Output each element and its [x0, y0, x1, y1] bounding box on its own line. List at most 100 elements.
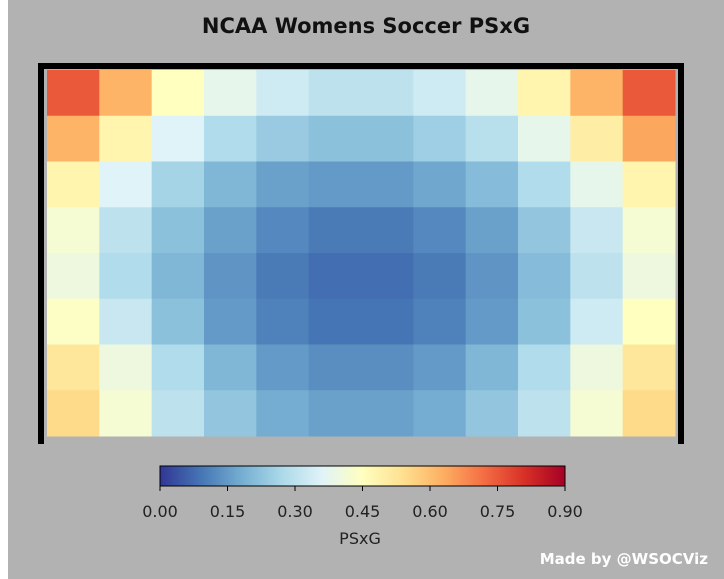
- heatmap-cell: [413, 390, 467, 437]
- heatmap-cell: [204, 207, 257, 254]
- heatmap-cell: [465, 298, 519, 345]
- heatmap-cell: [622, 207, 676, 254]
- heatmap-cell: [99, 390, 153, 437]
- heatmap-cell: [47, 390, 100, 437]
- colorbar-tick-label: 0.30: [277, 502, 313, 521]
- heatmap-cell: [256, 253, 310, 300]
- heatmap-cell: [518, 207, 571, 254]
- heatmap-cell: [47, 344, 100, 391]
- heatmap-cell: [308, 390, 362, 437]
- heatmap-cell: [47, 70, 100, 117]
- colorbar-tick-label: 0.45: [344, 502, 381, 521]
- heatmap-svg: [38, 63, 684, 491]
- chart-figure: NCAA Womens Soccer PSxG 0.00 0.15 0.30 0.45…: [8, 0, 724, 579]
- heatmap-cell: [99, 115, 153, 162]
- heatmap-cell: [47, 253, 100, 300]
- heatmap-cell: [308, 207, 362, 254]
- heatmap-cell: [256, 344, 310, 391]
- heatmap-cell: [361, 115, 414, 162]
- heatmap-cell: [99, 207, 153, 254]
- colorbar-tick-label: 0.90: [547, 502, 583, 521]
- heatmap-cell: [256, 298, 310, 345]
- heatmap-cell: [465, 207, 519, 254]
- heatmap-cell: [518, 161, 571, 208]
- heatmap-cell: [465, 161, 519, 208]
- heatmap-cell: [99, 253, 153, 300]
- heatmap-cell: [204, 344, 257, 391]
- heatmap-cell: [622, 298, 676, 345]
- heatmap-cell: [47, 298, 100, 345]
- heatmap-cell: [204, 390, 257, 437]
- heatmap-cell: [622, 253, 676, 300]
- heatmap-cell: [413, 207, 467, 254]
- heatmap-cell: [204, 161, 257, 208]
- heatmap-cell: [256, 161, 310, 208]
- heatmap-cell: [518, 298, 571, 345]
- heatmap-cell: [570, 344, 624, 391]
- heatmap-cell: [151, 70, 205, 117]
- chart-title: NCAA Womens Soccer PSxG: [201, 14, 531, 38]
- heatmap-cell: [413, 298, 467, 345]
- heatmap-cell: [361, 390, 414, 437]
- heatmap-cell: [570, 161, 624, 208]
- heatmap-cell: [361, 298, 414, 345]
- colorbar-tick-label: 0.15: [209, 502, 246, 521]
- colorbar-tick-label: 0.00: [142, 502, 178, 521]
- heatmap-cell: [465, 390, 519, 437]
- heatmap-cell: [204, 70, 257, 117]
- colorbar-tick-label: 0.60: [412, 502, 448, 521]
- heatmap-cell: [570, 253, 624, 300]
- heatmap-cell: [465, 70, 519, 117]
- heatmap-cell: [518, 253, 571, 300]
- colorbar-tick-label: 0.75: [479, 502, 516, 521]
- heatmap-cell: [622, 390, 676, 437]
- heatmap-cell: [622, 115, 676, 162]
- heatmap-cell: [413, 253, 467, 300]
- heatmap-cell: [151, 344, 205, 391]
- heatmap-cell: [256, 390, 310, 437]
- heatmap-cell: [256, 70, 310, 117]
- heatmap-cell: [151, 161, 205, 208]
- heatmap-cell: [151, 115, 205, 162]
- heatmap-cell: [518, 70, 571, 117]
- heatmap-cell: [99, 344, 153, 391]
- heatmap-cell: [413, 344, 467, 391]
- heatmap-cells: [47, 70, 676, 437]
- heatmap-cell: [361, 207, 414, 254]
- heatmap-cell: [413, 70, 467, 117]
- heatmap-cell: [256, 115, 310, 162]
- heatmap-cell: [308, 253, 362, 300]
- heatmap-cell: [308, 344, 362, 391]
- heatmap-cell: [308, 161, 362, 208]
- heatmap-cell: [413, 115, 467, 162]
- heatmap-cell: [361, 344, 414, 391]
- heatmap-cell: [308, 115, 362, 162]
- heatmap-cell: [204, 253, 257, 300]
- colorbar: [159, 465, 566, 487]
- heatmap-cell: [99, 70, 153, 117]
- heatmap-cell: [99, 161, 153, 208]
- heatmap-cell: [570, 70, 624, 117]
- heatmap-cell: [622, 70, 676, 117]
- heatmap-cell: [151, 390, 205, 437]
- heatmap-cell: [308, 298, 362, 345]
- heatmap-cell: [518, 344, 571, 391]
- heatmap-cell: [465, 115, 519, 162]
- heatmap-cell: [570, 207, 624, 254]
- heatmap-cell: [465, 253, 519, 300]
- heatmap-cell: [151, 207, 205, 254]
- heatmap-cell: [622, 161, 676, 208]
- heatmap-cell: [151, 253, 205, 300]
- heatmap-cell: [570, 115, 624, 162]
- heatmap-cell: [518, 390, 571, 437]
- heatmap-cell: [622, 344, 676, 391]
- colorbar-label: PSxG: [339, 529, 381, 548]
- heatmap-cell: [47, 115, 100, 162]
- heatmap-cell: [204, 115, 257, 162]
- heatmap-cell: [570, 298, 624, 345]
- credit-text: Made by @WSOCViz: [539, 550, 708, 568]
- heatmap-cell: [570, 390, 624, 437]
- heatmap-cell: [256, 207, 310, 254]
- heatmap-cell: [308, 70, 362, 117]
- heatmap-cell: [413, 161, 467, 208]
